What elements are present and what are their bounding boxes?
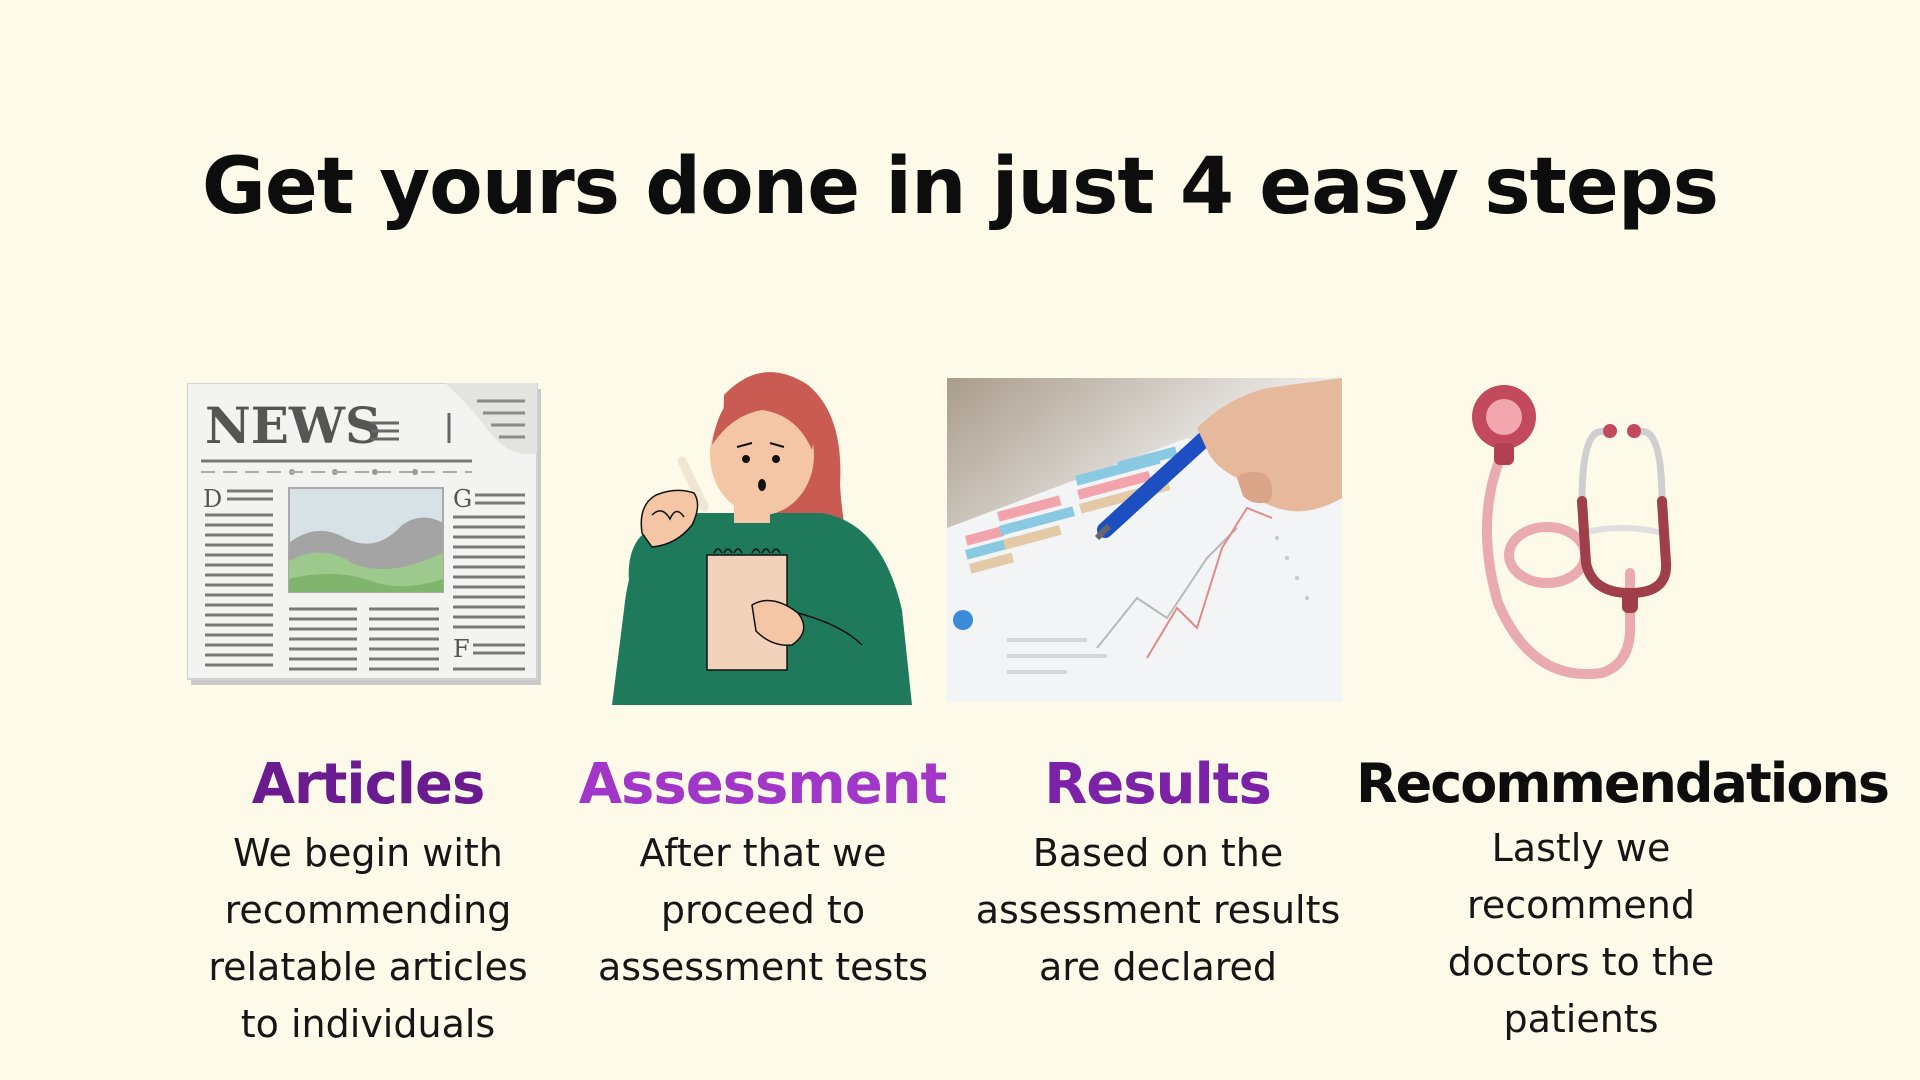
step-title-recommendations: Recommendations [1355,752,1890,815]
woman-thinking-notepad-illustration [612,372,912,705]
page-title: Get yours done in just 4 easy steps [201,142,1719,232]
step-description-articles: We begin with recommending relatable art… [208,831,528,1046]
step-title-results: Results [1044,752,1272,817]
step-description-assessment: After that we proceed to assessment test… [597,831,929,989]
chart-analysis-photo [947,378,1342,702]
column-letter-f: F [453,635,470,663]
newspaper-icon: NEWS D G F [187,383,541,685]
step-title-assessment: Assessment [578,752,948,817]
step-description-recommendations: Lastly we recommend doctors to the patie… [1447,826,1715,1041]
news-masthead: NEWS [205,396,381,455]
step-title-articles: Articles [251,752,486,817]
column-letter-g: G [453,485,472,513]
stethoscope-icon [1472,385,1672,680]
step-description-results: Based on the assessment results are decl… [975,831,1341,989]
column-letter-d: D [203,485,222,513]
